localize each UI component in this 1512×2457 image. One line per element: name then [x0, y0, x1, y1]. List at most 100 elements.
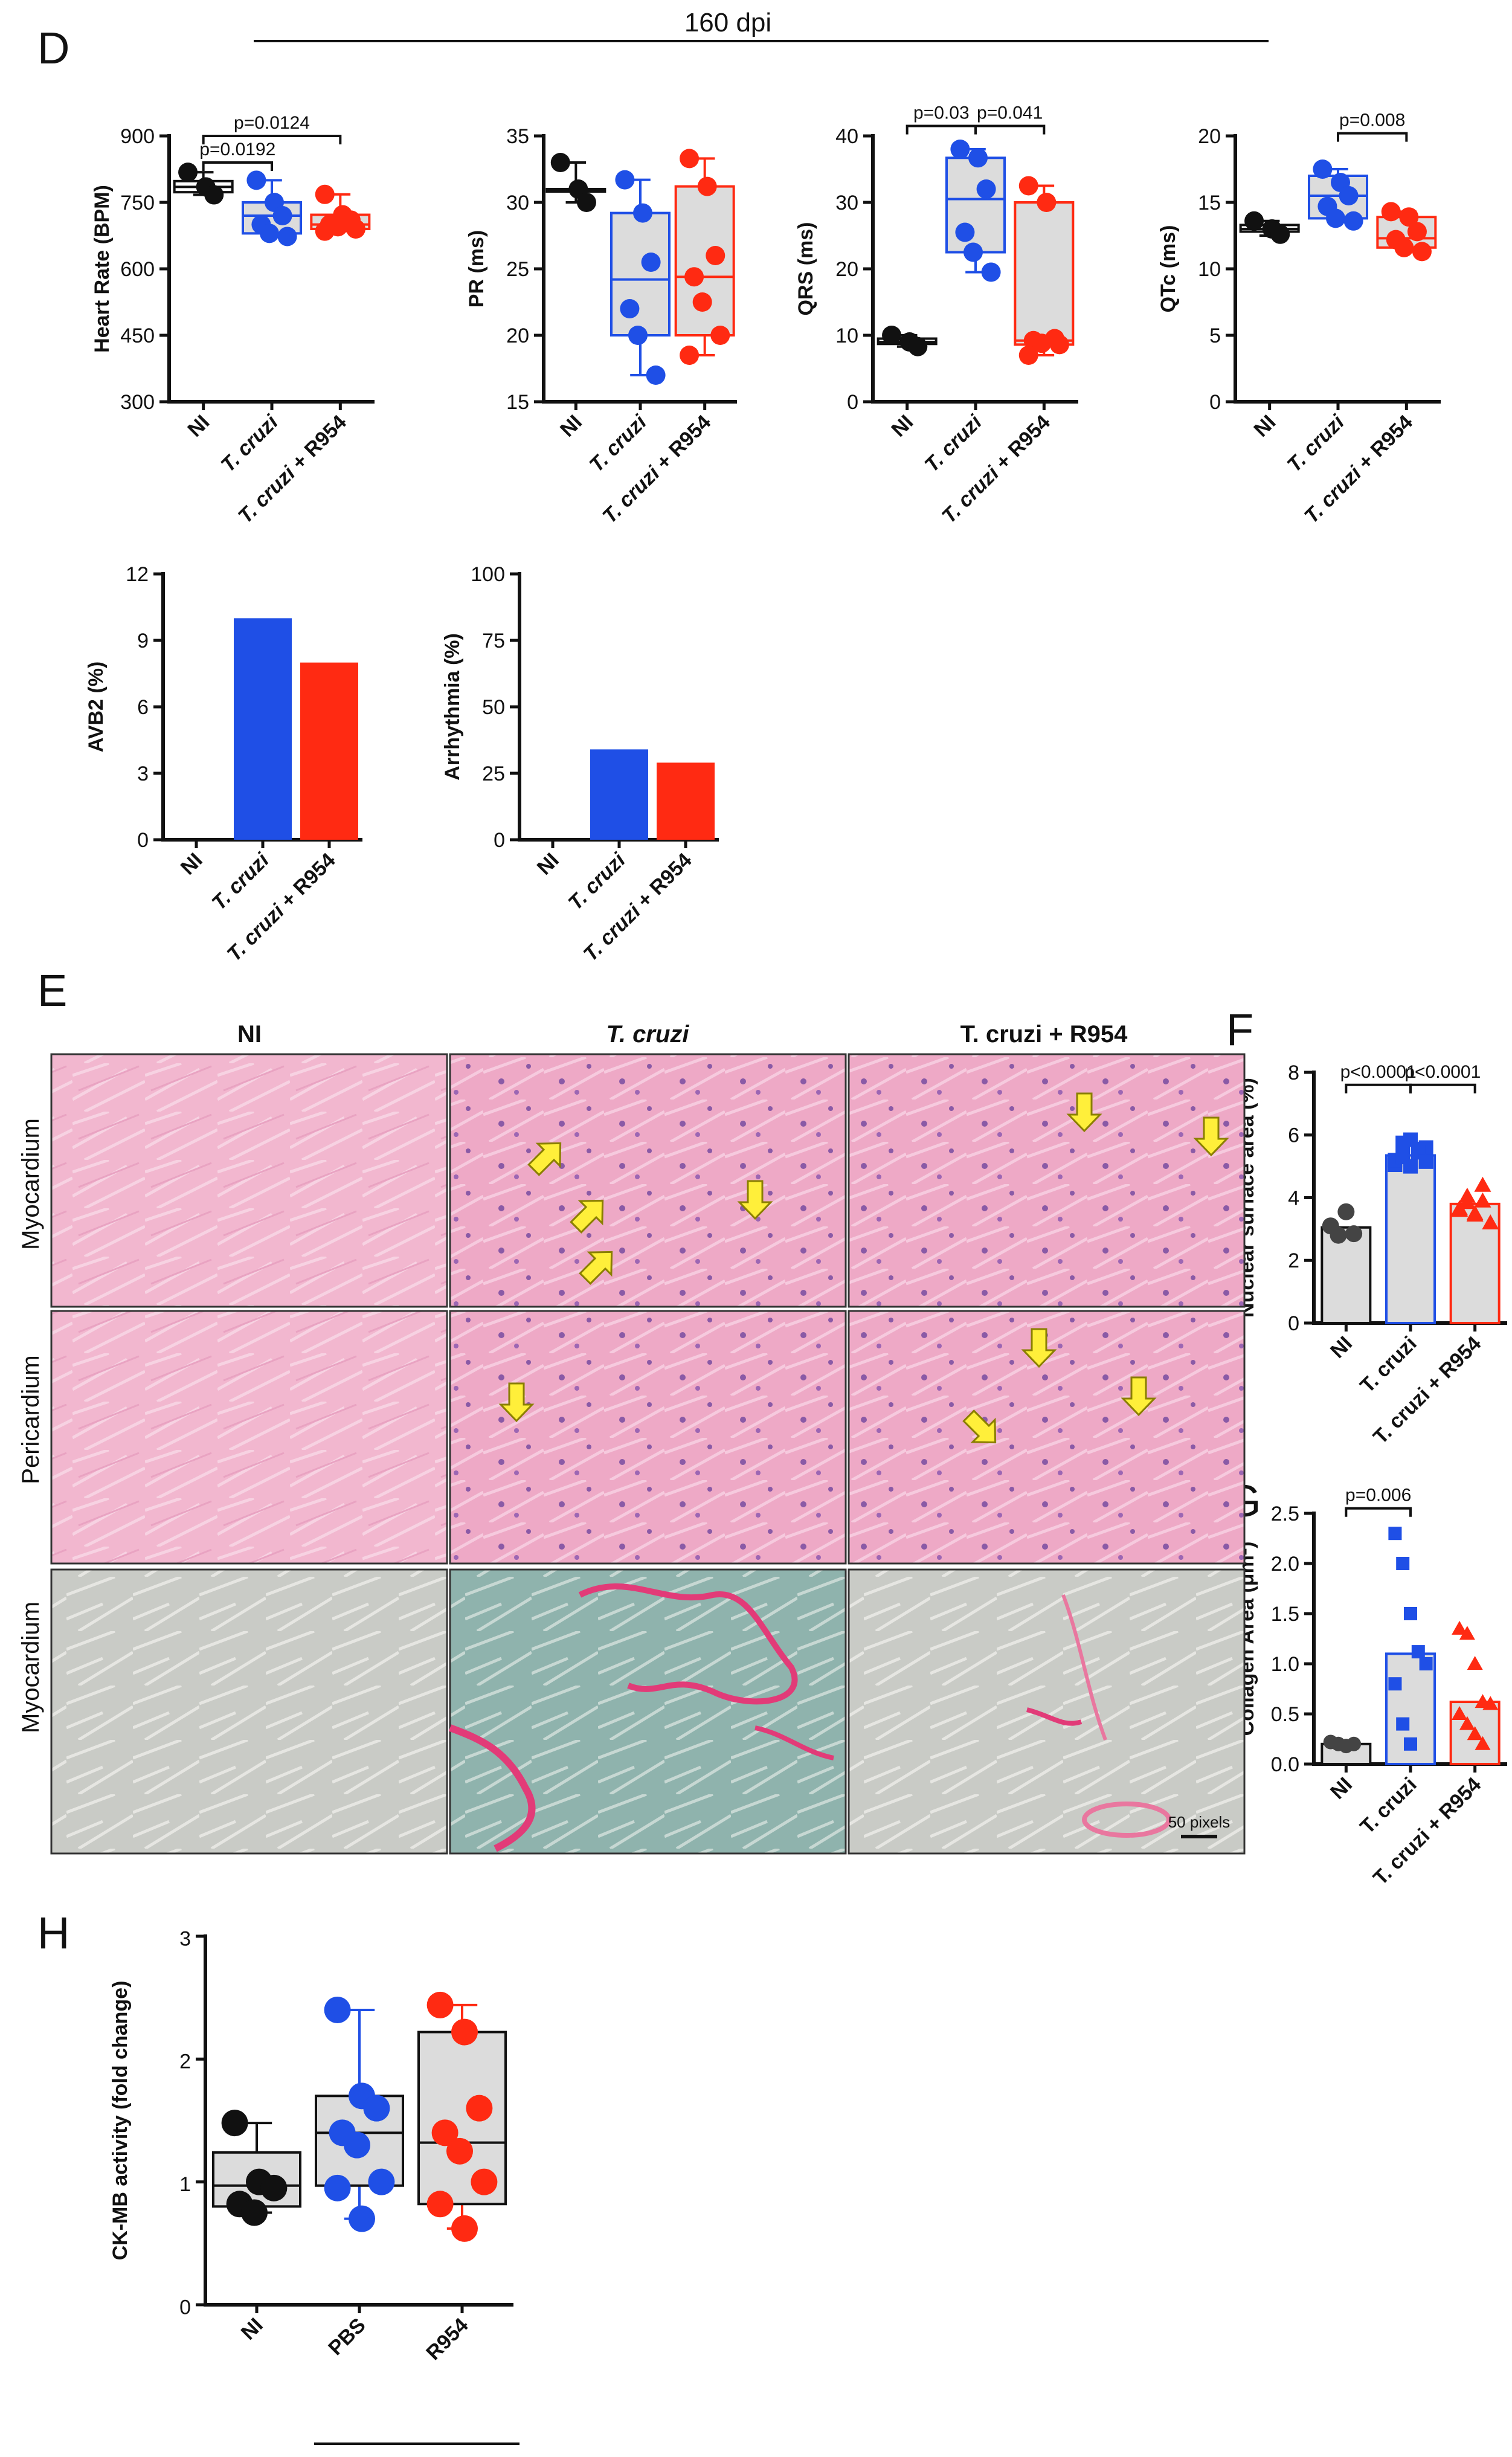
data-point	[246, 170, 266, 190]
x-tick-label-italic: T. cruzi	[1300, 462, 1366, 528]
data-point	[260, 224, 279, 243]
significance-bracket	[1337, 132, 1408, 142]
bar	[1321, 1226, 1372, 1324]
x-tick-label: T. cruzi + R954	[598, 411, 715, 528]
data-point	[426, 1991, 454, 2018]
y-tick-label: 100	[471, 563, 505, 586]
x-tick-label-italic: T. cruzi	[234, 462, 300, 528]
significance-bracket	[1345, 1507, 1412, 1517]
x-tick-label-rest: + R954	[283, 411, 351, 478]
data-point	[1394, 237, 1414, 257]
arrow-9	[1121, 1376, 1157, 1417]
y-tick-label: 25	[506, 258, 529, 281]
y-tick-label: 12	[126, 563, 149, 586]
x-tick-label-rest: + R954	[629, 849, 696, 916]
y-tick-label: 0	[1288, 1312, 1299, 1335]
x-tick-label-italic: T. cruzi	[598, 462, 664, 528]
micrograph-r954-sirius	[848, 1568, 1246, 1855]
data-point	[346, 219, 365, 239]
data-point	[1452, 1620, 1468, 1635]
data-point	[315, 184, 335, 204]
data-point	[680, 346, 700, 365]
x-tick-label: NI	[237, 2314, 268, 2345]
x-tick-label: NI	[556, 411, 587, 442]
arrow-1	[527, 1142, 562, 1176]
p-value-label: p=0.0124	[234, 113, 310, 133]
data-point	[344, 2131, 370, 2159]
significance-bracket	[906, 124, 977, 135]
panel-label-d: D	[37, 23, 69, 73]
y-tick-label: 20	[506, 324, 529, 347]
x-tick-label: NI	[533, 849, 564, 880]
y-axis-label: QRS (ms)	[794, 222, 817, 316]
x-tick-label: NI	[176, 849, 207, 880]
data-point	[981, 262, 1001, 282]
data-point	[684, 267, 704, 287]
data-point	[324, 1997, 351, 2023]
x-tick-label: T. cruzi	[216, 410, 283, 477]
data-point	[697, 176, 717, 196]
data-point	[1459, 1626, 1475, 1640]
y-axis-label: CK-MB activity (fold change)	[109, 1981, 132, 2261]
y-tick-label: 10	[1198, 258, 1221, 281]
y-tick-label: 0	[494, 829, 505, 852]
data-point	[1467, 1726, 1483, 1741]
p-value-label: p<0.0001	[1340, 1062, 1417, 1082]
data-point	[1388, 1677, 1402, 1691]
x-tick-label-italic: T. cruzi	[207, 848, 274, 915]
data-point	[1403, 1159, 1418, 1174]
y-tick-label: 1.0	[1271, 1653, 1299, 1676]
data-point	[1018, 346, 1038, 365]
panel-label-e: E	[37, 965, 67, 1016]
bar	[234, 618, 292, 840]
significance-bracket	[202, 135, 342, 144]
y-tick-label: 1	[179, 2173, 191, 2196]
micrograph-tcruzi-sirius	[449, 1568, 847, 1855]
y-tick-label: 0	[179, 2296, 191, 2319]
data-point	[446, 2137, 473, 2165]
micrograph-r954-myocardium	[848, 1053, 1246, 1308]
y-tick-label: 15	[506, 391, 529, 414]
x-tick-label-rest: + R954	[987, 411, 1055, 478]
box	[674, 185, 735, 337]
data-point	[451, 2018, 478, 2046]
x-tick-label: T. cruzi	[1356, 1332, 1421, 1397]
data-point	[615, 170, 635, 190]
x-tick-label: T. cruzi	[207, 848, 274, 915]
significance-bracket	[1409, 1083, 1476, 1093]
micrograph-tcruzi-pericardium	[449, 1310, 847, 1565]
data-point	[1482, 1696, 1499, 1710]
data-point	[1388, 1527, 1402, 1541]
y-tick-label: 1.5	[1271, 1603, 1299, 1626]
x-tick-label: NI	[1249, 411, 1280, 442]
x-tick-label-italic: T. cruzi	[216, 410, 283, 477]
micrograph-grid: NI T. cruzi T. cruzi + R954 Myocardium P…	[18, 1021, 1246, 1855]
y-tick-label: 20	[835, 258, 858, 281]
data-point	[1407, 222, 1427, 242]
y-tick-label: 2	[179, 2050, 191, 2073]
data-point	[628, 326, 648, 345]
data-point	[1339, 186, 1359, 205]
significance-bracket	[974, 124, 1046, 135]
data-point	[324, 2174, 351, 2201]
x-tick-label: T. cruzi + R954	[1369, 1773, 1485, 1890]
data-point	[1313, 159, 1333, 179]
data-point	[1244, 211, 1264, 231]
bar	[300, 662, 358, 840]
data-point	[1345, 1225, 1363, 1243]
data-point	[1396, 1557, 1410, 1570]
col-header-tcruzi: T. cruzi	[606, 1021, 689, 1048]
data-point	[272, 206, 292, 225]
y-tick-label: 0	[847, 391, 858, 414]
data-point	[550, 153, 570, 172]
data-point	[1346, 1736, 1362, 1751]
x-tick-label-italic: T. cruzi	[1282, 410, 1349, 477]
data-point	[1381, 202, 1401, 222]
arrow-5	[1066, 1092, 1102, 1133]
arrow-6	[1193, 1116, 1229, 1157]
y-axis-label: AVB2 (%)	[85, 662, 108, 753]
data-point	[1467, 1656, 1483, 1670]
data-point	[692, 292, 712, 312]
